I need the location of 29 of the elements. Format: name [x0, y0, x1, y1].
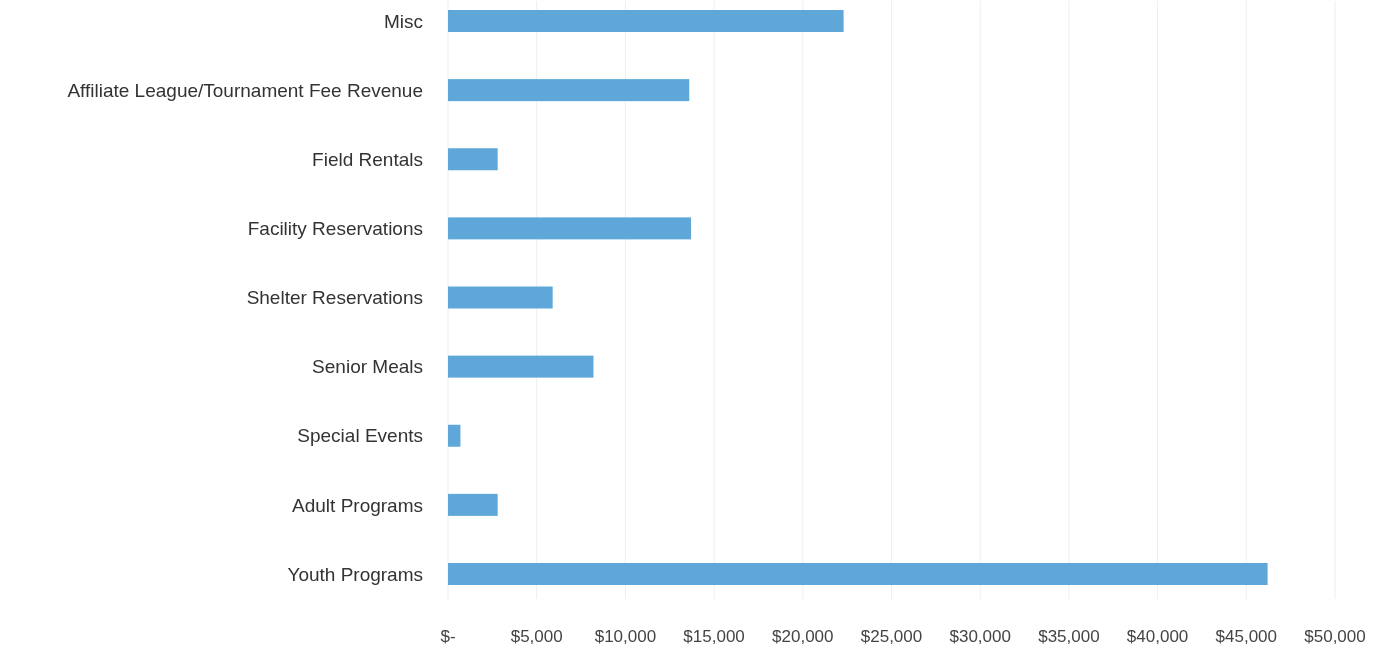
y-tick-label: Special Events [297, 425, 423, 447]
y-tick-label: Adult Programs [292, 494, 423, 516]
y-tick-label: Affiliate League/Tournament Fee Revenue [67, 79, 423, 101]
x-tick-label: $20,000 [772, 626, 834, 646]
y-tick-label: Misc [383, 10, 423, 32]
x-tick-label: $30,000 [949, 626, 1011, 646]
x-tick-label: $15,000 [683, 626, 745, 646]
y-tick-label: Field Rentals [312, 148, 423, 170]
bar [448, 148, 498, 171]
x-tick-label: $50,000 [1304, 626, 1366, 646]
x-tick-label: $35,000 [1038, 626, 1100, 646]
bar [448, 286, 553, 309]
x-tick-label: $10,000 [594, 626, 657, 646]
bar [448, 79, 690, 102]
bar [448, 493, 498, 516]
bar [448, 424, 461, 447]
x-tick-label: $25,000 [860, 626, 923, 646]
y-tick-label: Shelter Reservations [246, 287, 423, 309]
bar [448, 355, 594, 378]
y-tick-label: Senior Meals [312, 356, 423, 378]
bar [448, 217, 692, 240]
bar [448, 10, 844, 32]
bar [448, 563, 1268, 585]
y-tick-label: Youth Programs [287, 563, 423, 585]
x-tick-label: $5,000 [510, 626, 563, 646]
x-tick-label: $- [440, 626, 456, 646]
y-tick-label: Facility Reservations [247, 218, 423, 240]
x-tick-label: $40,000 [1126, 626, 1189, 646]
x-tick-label: $45,000 [1215, 626, 1278, 646]
